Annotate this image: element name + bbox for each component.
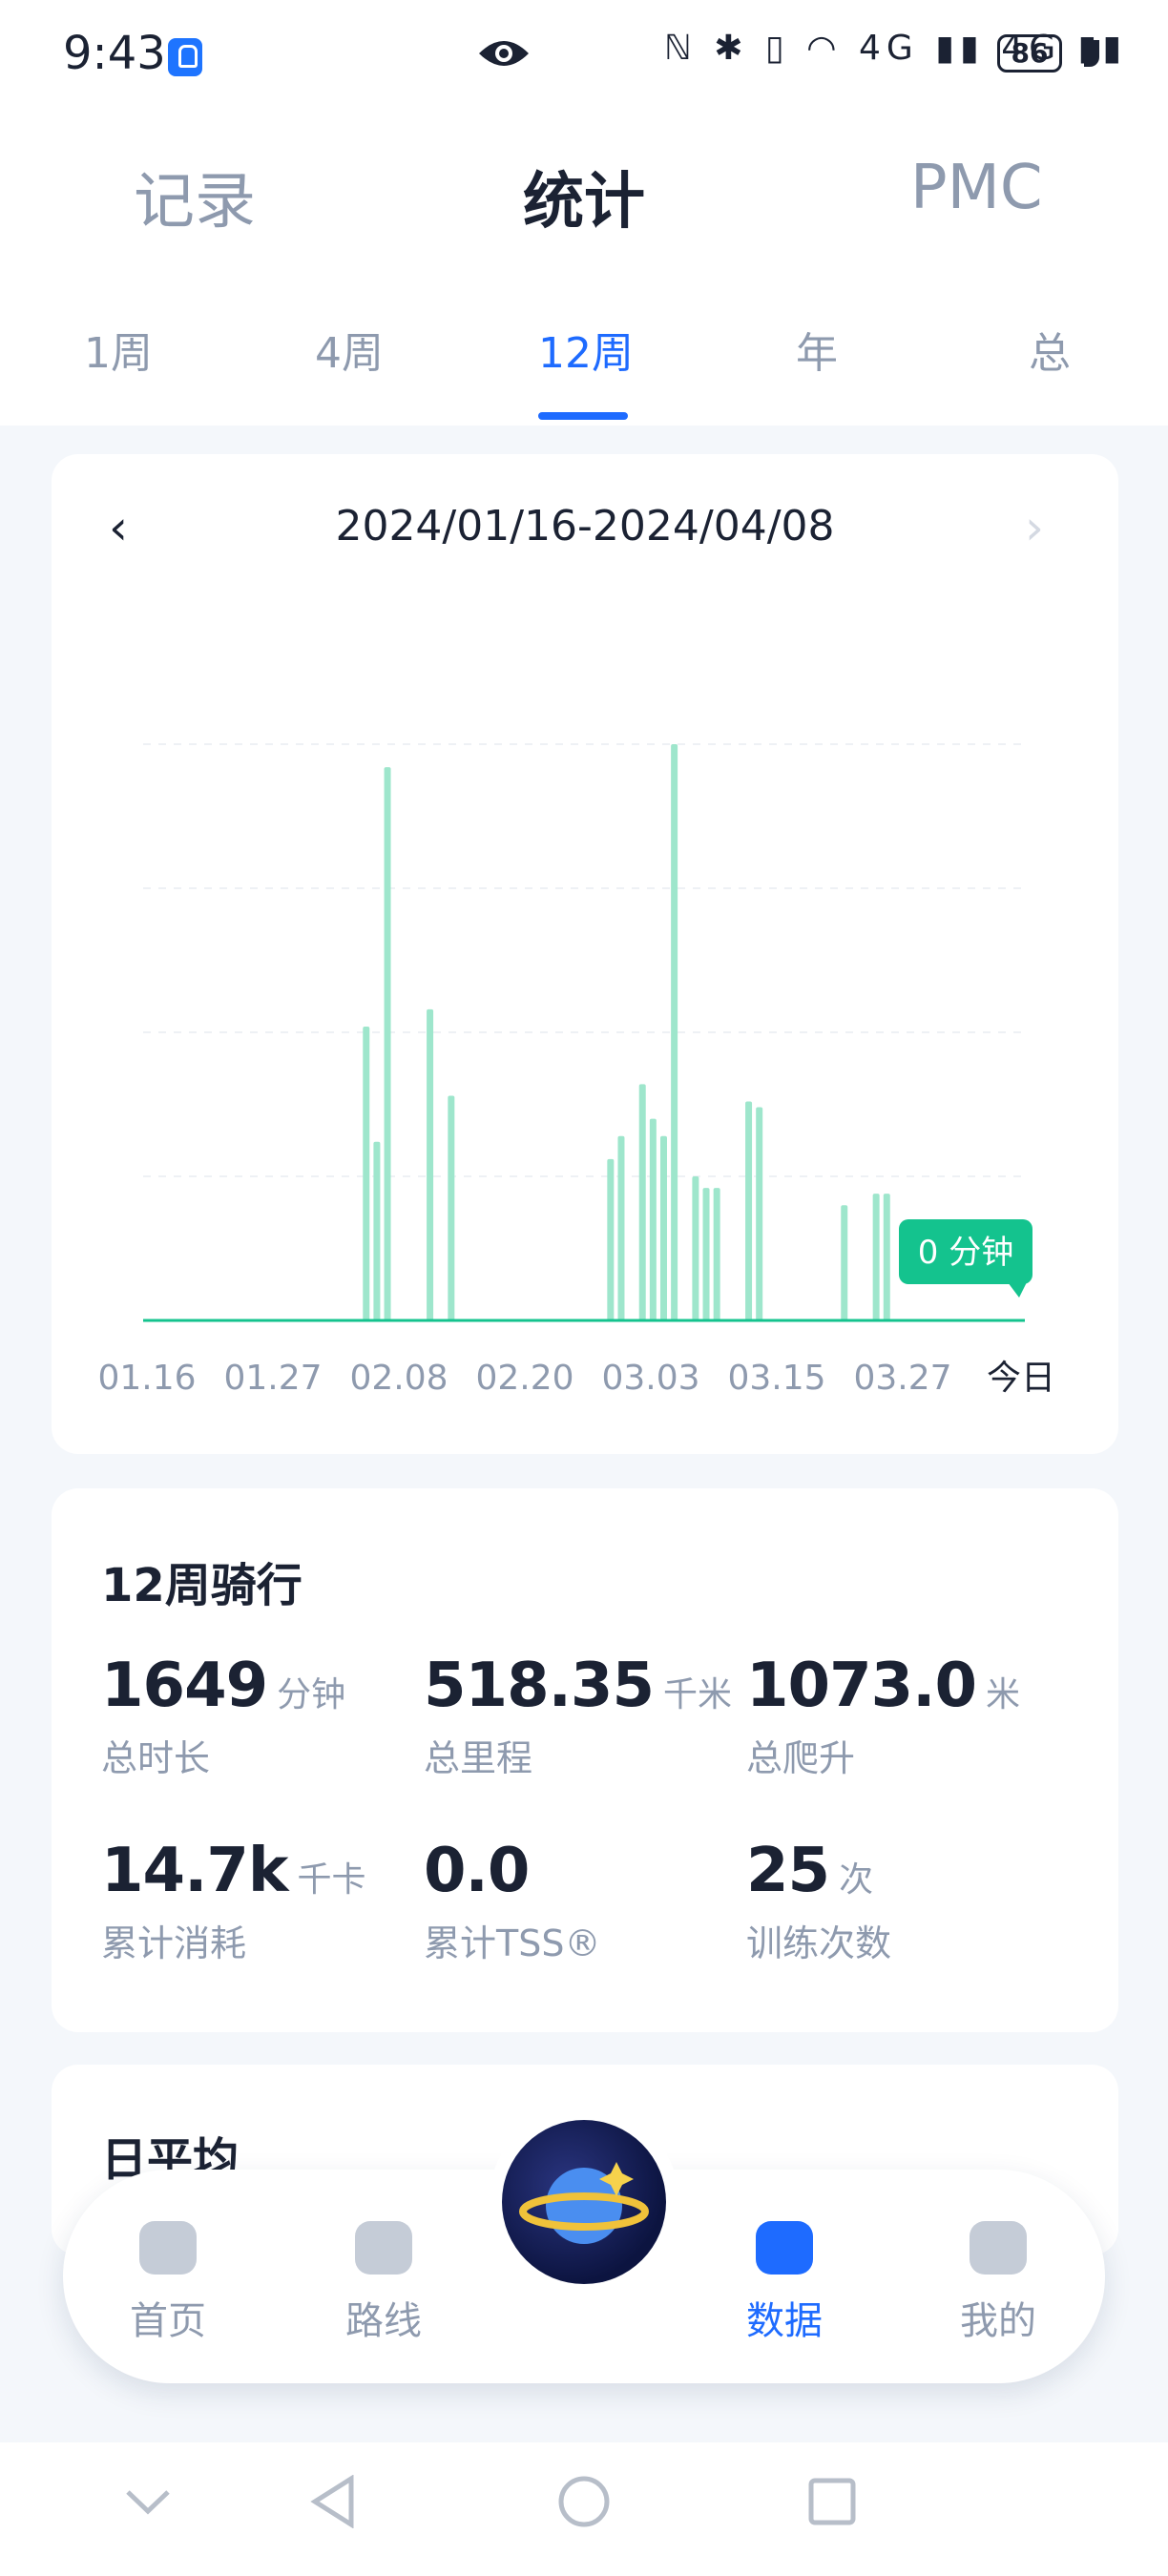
x-tick-label: 01.16 [97, 1359, 196, 1398]
chart-bar[interactable] [384, 767, 391, 1320]
data-icon [756, 2221, 813, 2275]
chart-bar[interactable] [702, 1188, 710, 1320]
chart-bar[interactable] [841, 1205, 848, 1320]
chevron-down-icon[interactable] [124, 2488, 172, 2517]
period-tab-year[interactable]: 年 [796, 329, 838, 378]
chart-bar[interactable] [692, 1176, 699, 1320]
nav-label: 路线 [345, 2299, 422, 2343]
chart-bar[interactable] [713, 1188, 720, 1320]
chart-bar[interactable] [649, 1118, 657, 1320]
x-tick-label: 02.08 [349, 1359, 448, 1398]
stat-total-tss: 0.0 累计TSS® [424, 1836, 748, 1966]
stat-total-duration: 1649 分钟 总时长 [101, 1651, 426, 1781]
stat-value: 14.7k [101, 1836, 288, 1906]
chart-bar[interactable] [756, 1107, 763, 1320]
nav-route[interactable]: 路线 [317, 2221, 450, 2345]
stat-unit: 米 [985, 1675, 1020, 1714]
tab-records[interactable]: 记录 [134, 167, 256, 238]
period-tab-12w[interactable]: 12周 [538, 329, 634, 378]
period-tab-4w[interactable]: 4周 [315, 329, 384, 378]
x-tick-label: 03.27 [853, 1359, 951, 1398]
x-tick-label: 03.03 [601, 1359, 699, 1398]
period-tab-total[interactable]: 总 [1029, 329, 1071, 378]
chevron-left-icon[interactable]: ‹ [109, 500, 128, 555]
nav-profile[interactable]: 我的 [931, 2221, 1065, 2345]
eye-icon [479, 41, 529, 66]
stats-title: 12周骑行 [101, 1559, 302, 1612]
stat-value: 518.35 [424, 1651, 655, 1721]
nav-home[interactable]: 首页 [101, 2221, 235, 2345]
chart-card: 2024/01/16-2024/04/08 ‹ › 01.16 01.27 02.0… [52, 454, 1118, 1454]
chart-bar[interactable] [427, 1008, 434, 1320]
stat-unit: 千卡 [297, 1860, 366, 1900]
x-tick-label: 今日 [987, 1359, 1055, 1398]
tooltip-text: 0 分钟 [918, 1234, 1013, 1272]
status-time: 9:43 [63, 27, 166, 80]
home-icon [139, 2221, 197, 2275]
bulb-icon [168, 38, 202, 76]
x-tick-label: 03.15 [727, 1359, 825, 1398]
leaf-icon [1084, 40, 1099, 67]
nav-label: 数据 [746, 2299, 823, 2343]
planet-graphic [519, 2162, 649, 2244]
stat-unit: 次 [839, 1860, 874, 1900]
chart-bar[interactable] [448, 1095, 455, 1320]
chart-bar[interactable] [883, 1194, 890, 1320]
chart-bar[interactable] [363, 1026, 370, 1320]
stat-value: 25 [746, 1836, 830, 1906]
chart-bar[interactable] [872, 1194, 880, 1320]
recents-icon[interactable] [807, 2477, 857, 2526]
stat-label: 训练次数 [746, 1922, 892, 1964]
tab-statistics[interactable]: 统计 [523, 167, 645, 238]
planet-icon[interactable] [502, 2120, 666, 2284]
stat-label: 总里程 [424, 1737, 533, 1779]
status-bar: 9:43 ℕ ✱ ▯ ◠ 4G ▮▮ 4G ▮▮ 86 [0, 0, 1168, 114]
stats-card: 12周骑行 1649 分钟 总时长 518.35 千米 总里程 1073.0 米 总爬… [52, 1488, 1118, 2032]
stat-total-climb: 1073.0 米 总爬升 [746, 1651, 1071, 1781]
stat-value: 0.0 [424, 1836, 530, 1906]
stat-value: 1073.0 [746, 1651, 977, 1721]
date-range: 2024/01/16-2024/04/08 [335, 502, 835, 551]
stat-unit: 分钟 [277, 1675, 346, 1714]
tooltip-box [899, 1219, 1032, 1284]
tooltip-pointer [1008, 1282, 1027, 1298]
chart-bar[interactable] [617, 1135, 625, 1320]
chart-tooltip: 0 分钟 [899, 1219, 1032, 1298]
stat-total-calories: 14.7k 千卡 累计消耗 [101, 1836, 426, 1966]
stat-label: 总爬升 [746, 1737, 856, 1779]
x-tick-label: 02.20 [475, 1359, 574, 1398]
profile-icon [970, 2221, 1027, 2275]
x-tick-label: 01.27 [223, 1359, 322, 1398]
nav-data[interactable]: 数据 [718, 2221, 851, 2345]
chevron-right-icon[interactable]: › [1025, 500, 1044, 555]
chart-bar[interactable] [607, 1158, 615, 1320]
home-circle-icon[interactable] [557, 2475, 611, 2528]
chart-bar[interactable] [638, 1084, 646, 1320]
period-tab-1w[interactable]: 1周 [84, 329, 153, 378]
stat-total-distance: 518.35 千米 总里程 [424, 1651, 748, 1781]
stat-label: 累计消耗 [101, 1922, 247, 1964]
chart-bar[interactable] [373, 1141, 381, 1320]
stat-label: 总时长 [101, 1737, 211, 1779]
duration-bar-chart[interactable]: 01.16 01.27 02.08 02.20 03.03 03.15 03.27 今日 0 分… [52, 454, 1118, 1454]
period-tab-indicator [538, 412, 628, 420]
tab-pmc[interactable]: PMC [910, 153, 1043, 223]
stat-value: 1649 [101, 1651, 268, 1721]
system-nav-bar [0, 2442, 1168, 2576]
route-icon [355, 2221, 412, 2275]
stat-unit: 千米 [662, 1675, 732, 1714]
nav-label: 我的 [960, 2299, 1036, 2343]
nav-label: 首页 [130, 2299, 206, 2343]
stat-label: 累计TSS® [424, 1922, 601, 1964]
chart-bar[interactable] [671, 744, 678, 1320]
back-icon[interactable] [309, 2475, 357, 2528]
battery-icon: 86 [997, 34, 1062, 73]
stat-training-count: 25 次 训练次数 [746, 1836, 1071, 1966]
chart-bar[interactable] [659, 1135, 667, 1320]
chart-bar[interactable] [745, 1101, 753, 1320]
